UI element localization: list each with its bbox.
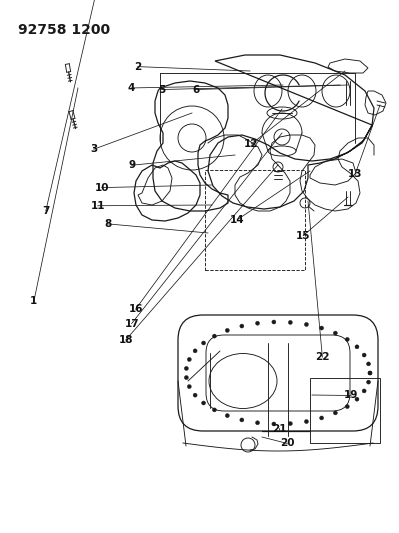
Circle shape — [367, 380, 371, 384]
Circle shape — [355, 397, 359, 401]
Circle shape — [193, 393, 197, 397]
Circle shape — [320, 326, 324, 330]
Text: 8: 8 — [104, 219, 111, 229]
Circle shape — [345, 405, 349, 409]
Text: 20: 20 — [280, 439, 294, 448]
Circle shape — [304, 322, 308, 326]
Text: 3: 3 — [90, 144, 97, 154]
Text: 1: 1 — [30, 296, 38, 306]
Text: 22: 22 — [315, 352, 330, 362]
Circle shape — [333, 331, 338, 335]
Text: 21: 21 — [272, 424, 286, 433]
Circle shape — [201, 401, 205, 405]
Circle shape — [225, 414, 229, 417]
Bar — [310, 378, 380, 443]
Text: 6: 6 — [192, 85, 199, 94]
Circle shape — [362, 353, 366, 357]
Text: 19: 19 — [344, 391, 358, 400]
Text: 92758 1200: 92758 1200 — [18, 23, 110, 37]
Text: 11: 11 — [91, 201, 105, 211]
Circle shape — [201, 341, 205, 345]
Text: 4: 4 — [128, 83, 135, 93]
Circle shape — [240, 324, 244, 328]
Text: 7: 7 — [42, 206, 49, 215]
Text: 14: 14 — [230, 215, 245, 224]
Circle shape — [255, 421, 259, 425]
Circle shape — [368, 371, 372, 375]
Circle shape — [184, 366, 188, 370]
Text: 5: 5 — [158, 85, 165, 94]
Text: 17: 17 — [124, 319, 139, 328]
Circle shape — [304, 419, 308, 424]
Circle shape — [240, 418, 244, 422]
Circle shape — [187, 385, 191, 389]
Text: 10: 10 — [95, 183, 109, 192]
Circle shape — [225, 328, 229, 333]
Circle shape — [362, 389, 366, 393]
Text: 9: 9 — [128, 160, 135, 170]
Circle shape — [272, 320, 276, 324]
Circle shape — [272, 422, 276, 426]
Circle shape — [368, 371, 372, 375]
Circle shape — [212, 408, 216, 412]
Circle shape — [367, 362, 371, 366]
Text: 2: 2 — [134, 62, 141, 71]
Text: 13: 13 — [348, 169, 362, 179]
Circle shape — [212, 334, 216, 338]
Circle shape — [355, 345, 359, 349]
Text: 15: 15 — [296, 231, 310, 240]
Circle shape — [288, 422, 292, 425]
Circle shape — [193, 349, 197, 353]
Circle shape — [345, 337, 349, 342]
Circle shape — [184, 376, 188, 379]
Circle shape — [255, 321, 259, 325]
Circle shape — [320, 416, 324, 420]
Bar — [205, 170, 305, 270]
Text: 12: 12 — [244, 139, 259, 149]
Text: 18: 18 — [119, 335, 133, 345]
Circle shape — [333, 411, 338, 415]
Circle shape — [187, 358, 191, 361]
Text: 16: 16 — [128, 304, 143, 314]
Circle shape — [288, 320, 292, 325]
